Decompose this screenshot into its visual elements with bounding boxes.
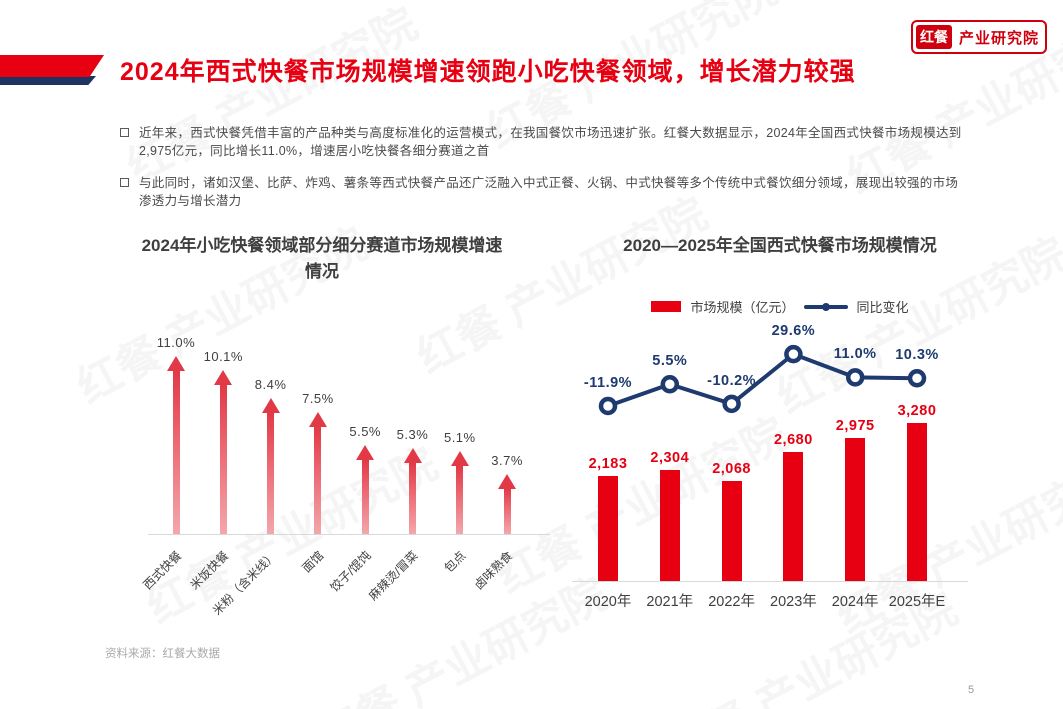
line-point [722,394,741,414]
arrow-head-icon [356,445,375,460]
arrow-shaft [361,460,369,534]
growth-arrow [450,451,469,534]
market-size-bar [721,481,742,581]
growth-value-label: 11.0% [156,335,196,350]
line-series-label: 同比变化 [856,300,909,315]
title-accent-blue-bar [0,76,96,85]
market-size-bar [845,438,866,581]
brand-logo: 红餐 产业研究院 [910,20,1047,54]
arrow-shaft [409,463,416,534]
line-point [907,369,927,388]
bar-value-label: 2,068 [712,461,751,477]
growth-arrow [167,356,186,534]
growth-arrow [498,474,517,534]
arrow-shaft [456,466,464,534]
line-series-symbol [803,300,848,314]
bullet-square-icon [120,178,129,188]
line-point [845,368,865,387]
summary-bullets: 近年来，西式快餐凭借丰富的产品种类与高度标准化的运营模式，在我国餐饮市场迅速扩张… [120,124,968,225]
market-size-bar [659,470,680,581]
growth-value-label: 5.3% [396,427,429,442]
category-label: 包点 [441,548,469,576]
arrow-shaft [172,371,180,534]
arrow-shaft [219,385,227,534]
category-label: 卤味熟食 [471,548,516,593]
bullet-square-icon [120,128,129,137]
category-label: 米饭快餐 [187,548,232,593]
growth-arrow [356,445,375,534]
year-label: 2020年 [584,594,632,610]
right-chart-title: 2020—2025年全国西式快餐市场规模情况 [623,236,937,255]
left-chart-title: 2024年小吃快餐领域部分细分赛道市场规模增速情况 [141,236,503,281]
trend-value-label: 5.5% [652,353,688,370]
line-series-dot-icon [821,302,830,311]
growth-value-label: 8.4% [254,377,287,392]
brand-logo-mark: 红餐 [915,25,952,49]
arrow-head-icon [167,356,185,371]
growth-arrow [261,398,280,534]
trend-value-label: 11.0% [833,346,877,363]
trend-value-label: -11.9% [583,375,633,391]
source-note: 资料来源：红餐大数据 [105,648,220,660]
bar-series-label: 市场规模（亿元） [690,300,795,315]
arrow-head-icon [308,412,327,427]
bullet-text: 近年来，西式快餐凭借丰富的产品种类与高度标准化的运营模式，在我国餐饮市场迅速扩张… [139,126,962,159]
right-chart-axis-line [572,581,968,582]
bar-value-label: 2,680 [773,432,813,448]
bar-series-swatch [651,301,682,312]
bar-value-label: 3,280 [897,403,937,419]
category-label: 西式快餐 [140,548,185,593]
bullet-text: 与此同时，诸如汉堡、比萨、炸鸡、薯条等西式快餐产品还广泛融入中式正餐、火锅、中式… [139,176,959,209]
arrow-head-icon [261,398,280,413]
line-point [598,396,618,416]
growth-value-label: 7.5% [302,391,334,406]
bullet-item: 与此同时，诸如汉堡、比萨、炸鸡、薯条等西式快餐产品还广泛融入中式正餐、火锅、中式… [120,174,968,210]
bar-value-label: 2,183 [588,456,628,472]
line-point [660,375,680,394]
growth-value-label: 3.7% [491,453,523,468]
year-label: 2022年 [708,594,755,610]
yoy-change-line-series [598,344,927,416]
year-label: 2023年 [770,594,817,610]
year-label: 2021年 [646,594,694,610]
year-label: 2024年 [831,594,879,610]
market-size-chart-plot: 2,183 2020年 2,304 2021年 2,068 2022年 2,680 2023年… [560,323,1020,630]
growth-value-label: 5.1% [443,430,476,445]
growth-rate-chart-plot: 11.0% 西式快餐 10.1% 米饭快餐 8.4% 米粉（含米线） 7.5% 面馆 5.5% 饺… [105,300,555,650]
bar-value-label: 2,304 [650,450,690,466]
trend-value-label: -10.2% [707,372,757,389]
market-size-bar [907,423,927,581]
arrow-head-icon [403,448,422,463]
growth-arrow [308,412,327,534]
right-chart-legend: 市场规模（亿元） 同比变化 [560,297,1000,316]
arrow-head-icon [450,451,469,466]
line-point [784,344,803,364]
category-label: 面馆 [299,548,327,576]
arrow-head-icon [498,474,517,489]
market-size-bar [783,452,804,581]
growth-arrow [214,370,233,534]
bar-value-label: 2,975 [835,418,875,434]
growth-value-label: 10.1% [203,349,243,364]
title-accent-red-bar [0,55,104,77]
growth-arrow [403,448,422,534]
page-number: 5 [968,684,975,696]
line-path [607,351,918,408]
page-title: 2024年西式快餐市场规模增速领跑小吃快餐领域，增长潜力较强 [120,58,856,86]
growth-value-label: 5.5% [349,424,381,439]
brand-logo-text: 产业研究院 [958,29,1039,47]
arrow-shaft [314,427,322,534]
arrow-head-icon [214,370,233,385]
bullet-item: 近年来，西式快餐凭借丰富的产品种类与高度标准化的运营模式，在我国餐饮市场迅速扩张… [120,124,968,160]
market-size-bar [598,476,618,581]
trend-value-label: 29.6% [771,323,816,340]
arrow-shaft [267,413,275,534]
trend-value-label: 10.3% [895,347,939,364]
arrow-shaft [503,489,511,534]
left-chart-axis-line [148,534,550,535]
category-label: 麻辣烫/冒菜 [366,548,421,604]
year-label: 2025年E [888,594,946,610]
